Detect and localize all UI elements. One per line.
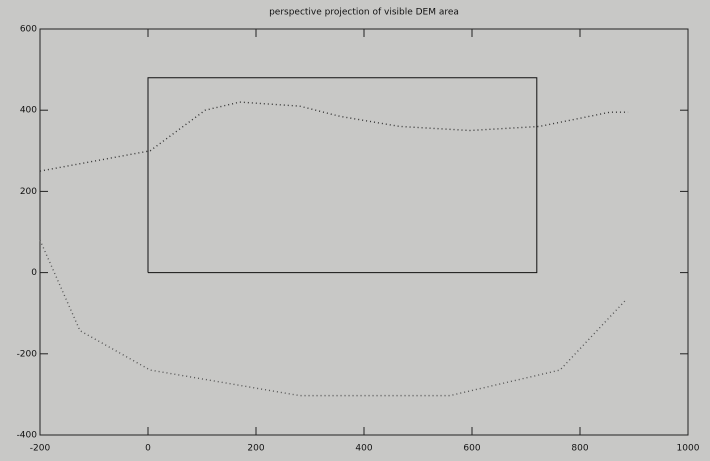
x-tick-label: 400 xyxy=(355,444,372,454)
data-line xyxy=(147,77,538,274)
y-tick-label: 0 xyxy=(31,268,37,278)
chart-title: perspective projection of visible DEM ar… xyxy=(269,8,459,18)
x-tick-label: 200 xyxy=(247,444,264,454)
x-tick-label: -200 xyxy=(30,444,51,454)
y-tick-label: -400 xyxy=(17,431,38,441)
y-tick-label: 600 xyxy=(20,25,37,35)
x-tick-label: 0 xyxy=(145,444,151,454)
x-tick-label: 1000 xyxy=(677,444,700,454)
y-tick-label: 200 xyxy=(20,187,37,197)
y-tick-label: 400 xyxy=(20,106,37,116)
y-tick-label: -200 xyxy=(17,349,38,359)
x-tick-label: 600 xyxy=(463,444,480,454)
x-tick-label: 800 xyxy=(571,444,588,454)
